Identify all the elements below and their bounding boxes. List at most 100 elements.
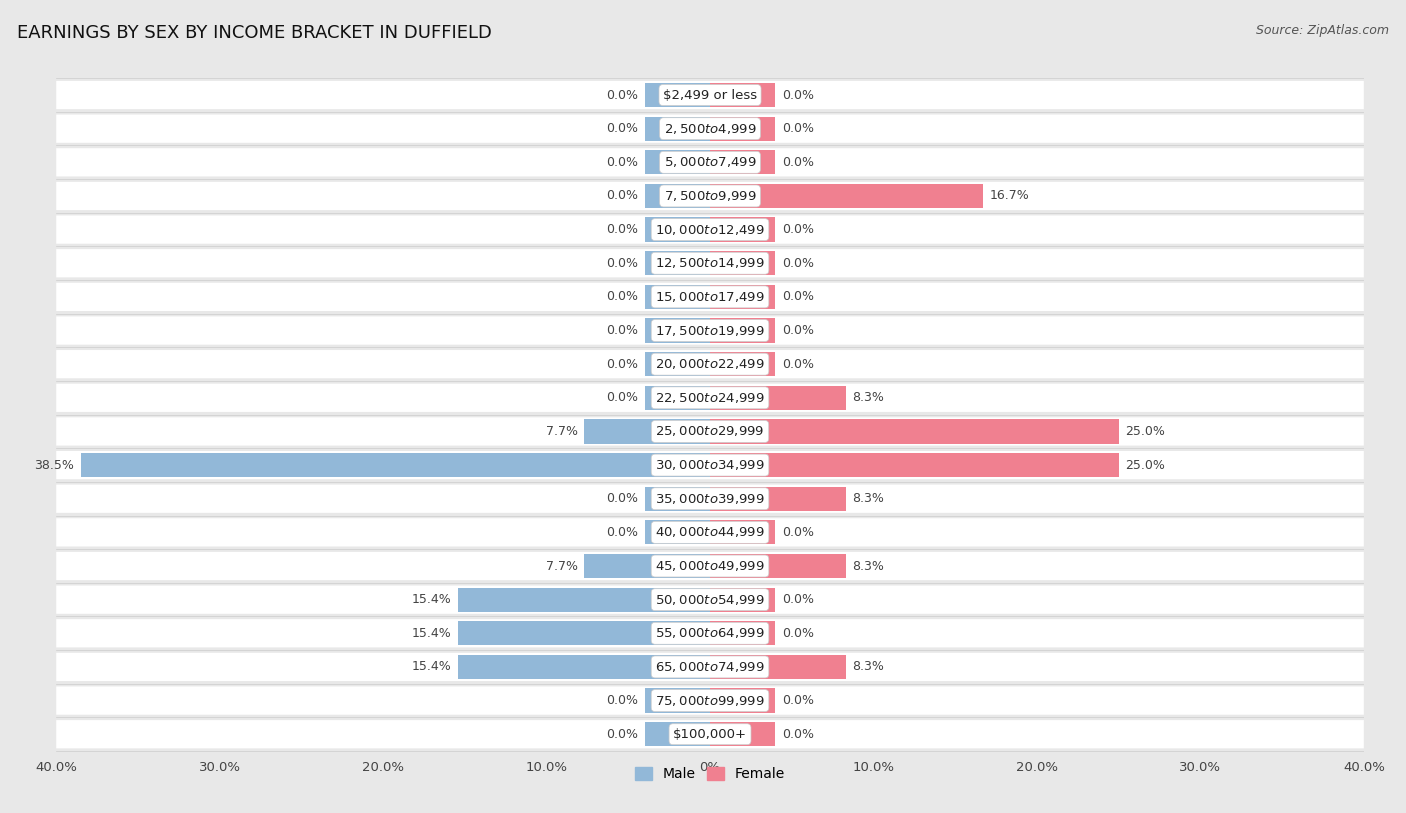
Text: $7,500 to $9,999: $7,500 to $9,999: [664, 189, 756, 203]
Text: 0.0%: 0.0%: [782, 290, 814, 303]
Text: $2,499 or less: $2,499 or less: [664, 89, 756, 102]
Text: 16.7%: 16.7%: [990, 189, 1029, 202]
FancyBboxPatch shape: [56, 182, 1364, 210]
Bar: [710, 319, 776, 342]
Text: 0.0%: 0.0%: [782, 257, 814, 270]
Text: $30,000 to $34,999: $30,000 to $34,999: [655, 458, 765, 472]
Bar: [710, 150, 776, 175]
Text: $100,000+: $100,000+: [673, 728, 747, 741]
Bar: [644, 218, 710, 241]
Text: 0.0%: 0.0%: [782, 728, 814, 741]
Text: 0.0%: 0.0%: [782, 89, 814, 102]
Bar: [644, 83, 710, 107]
Text: 0.0%: 0.0%: [606, 358, 638, 371]
FancyBboxPatch shape: [56, 316, 1364, 345]
Text: 0.0%: 0.0%: [782, 627, 814, 640]
Text: $55,000 to $64,999: $55,000 to $64,999: [655, 626, 765, 641]
Text: 0.0%: 0.0%: [606, 223, 638, 236]
Bar: [644, 352, 710, 376]
Text: $22,500 to $24,999: $22,500 to $24,999: [655, 391, 765, 405]
Text: $75,000 to $99,999: $75,000 to $99,999: [655, 693, 765, 707]
FancyBboxPatch shape: [56, 653, 1364, 681]
FancyBboxPatch shape: [56, 686, 1364, 715]
FancyBboxPatch shape: [56, 720, 1364, 748]
FancyBboxPatch shape: [56, 620, 1364, 647]
FancyBboxPatch shape: [56, 518, 1364, 546]
Text: 0.0%: 0.0%: [782, 156, 814, 169]
Text: 38.5%: 38.5%: [34, 459, 75, 472]
Text: EARNINGS BY SEX BY INCOME BRACKET IN DUFFIELD: EARNINGS BY SEX BY INCOME BRACKET IN DUF…: [17, 24, 492, 42]
Bar: [710, 722, 776, 746]
Text: $45,000 to $49,999: $45,000 to $49,999: [655, 559, 765, 573]
Text: $12,500 to $14,999: $12,500 to $14,999: [655, 256, 765, 270]
Bar: [644, 251, 710, 276]
Text: 25.0%: 25.0%: [1125, 459, 1166, 472]
FancyBboxPatch shape: [56, 585, 1364, 614]
Bar: [644, 116, 710, 141]
Text: 8.3%: 8.3%: [852, 660, 884, 673]
Text: 0.0%: 0.0%: [782, 526, 814, 539]
Bar: [458, 588, 710, 611]
Bar: [710, 352, 776, 376]
Bar: [710, 520, 776, 545]
Text: $35,000 to $39,999: $35,000 to $39,999: [655, 492, 765, 506]
Text: 0.0%: 0.0%: [606, 492, 638, 505]
FancyBboxPatch shape: [56, 81, 1364, 109]
Text: 25.0%: 25.0%: [1125, 425, 1166, 438]
Text: $65,000 to $74,999: $65,000 to $74,999: [655, 660, 765, 674]
Bar: [710, 385, 845, 410]
Text: $20,000 to $22,499: $20,000 to $22,499: [655, 357, 765, 372]
Text: 0.0%: 0.0%: [782, 223, 814, 236]
Text: $2,500 to $4,999: $2,500 to $4,999: [664, 122, 756, 136]
Text: 0.0%: 0.0%: [606, 122, 638, 135]
Bar: [710, 251, 776, 276]
Text: 0.0%: 0.0%: [606, 694, 638, 707]
Text: 0.0%: 0.0%: [606, 257, 638, 270]
Text: 15.4%: 15.4%: [412, 627, 451, 640]
Bar: [644, 385, 710, 410]
Text: $40,000 to $44,999: $40,000 to $44,999: [655, 525, 765, 539]
Text: $15,000 to $17,499: $15,000 to $17,499: [655, 290, 765, 304]
Bar: [710, 285, 776, 309]
Text: 0.0%: 0.0%: [606, 526, 638, 539]
Legend: Male, Female: Male, Female: [630, 762, 790, 787]
Bar: [710, 554, 845, 578]
Text: 15.4%: 15.4%: [412, 660, 451, 673]
Text: 0.0%: 0.0%: [606, 156, 638, 169]
Bar: [710, 654, 845, 679]
Text: 8.3%: 8.3%: [852, 559, 884, 572]
Bar: [710, 83, 776, 107]
Text: Source: ZipAtlas.com: Source: ZipAtlas.com: [1256, 24, 1389, 37]
FancyBboxPatch shape: [56, 115, 1364, 143]
Text: 0.0%: 0.0%: [606, 324, 638, 337]
FancyBboxPatch shape: [56, 451, 1364, 479]
Text: 7.7%: 7.7%: [546, 559, 578, 572]
Bar: [583, 420, 710, 444]
Bar: [710, 116, 776, 141]
Bar: [644, 150, 710, 175]
Text: $17,500 to $19,999: $17,500 to $19,999: [655, 324, 765, 337]
FancyBboxPatch shape: [56, 215, 1364, 244]
Text: $5,000 to $7,499: $5,000 to $7,499: [664, 155, 756, 169]
Text: 0.0%: 0.0%: [606, 189, 638, 202]
Bar: [583, 554, 710, 578]
Bar: [458, 621, 710, 646]
Bar: [644, 319, 710, 342]
Bar: [710, 218, 776, 241]
Bar: [644, 722, 710, 746]
Bar: [710, 487, 845, 511]
Bar: [710, 588, 776, 611]
Text: 15.4%: 15.4%: [412, 593, 451, 606]
Text: 0.0%: 0.0%: [606, 728, 638, 741]
Text: 0.0%: 0.0%: [782, 122, 814, 135]
FancyBboxPatch shape: [56, 350, 1364, 378]
Text: $50,000 to $54,999: $50,000 to $54,999: [655, 593, 765, 606]
Bar: [710, 621, 776, 646]
FancyBboxPatch shape: [56, 148, 1364, 176]
Text: $10,000 to $12,499: $10,000 to $12,499: [655, 223, 765, 237]
Bar: [710, 453, 1119, 477]
FancyBboxPatch shape: [56, 417, 1364, 446]
Bar: [644, 520, 710, 545]
Bar: [710, 689, 776, 713]
Bar: [80, 453, 710, 477]
